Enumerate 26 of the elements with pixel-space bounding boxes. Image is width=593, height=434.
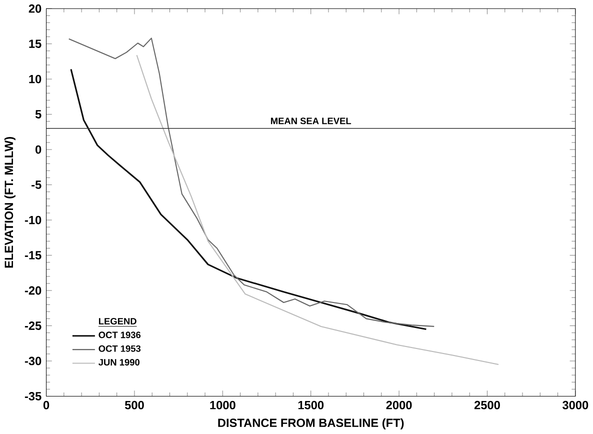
legend-label: JUN 1990 xyxy=(98,359,140,366)
y-tick-label: 20 xyxy=(28,4,42,13)
y-tick-label: 10 xyxy=(29,74,42,84)
y-tick-label: -30 xyxy=(24,356,42,366)
x-tick-label: 2000 xyxy=(386,400,412,410)
y-tick-label: 0 xyxy=(36,145,42,154)
x-tick-label: 1000 xyxy=(210,400,236,410)
y-tick-label: 5 xyxy=(35,110,42,119)
y-tick-label: -25 xyxy=(24,322,42,330)
x-tick-label: 0 xyxy=(43,400,50,410)
y-tick-label: -35 xyxy=(24,392,42,401)
x-axis-title: DISTANCE FROM BASELINE (FT) xyxy=(218,418,404,430)
legend-title: LEGEND xyxy=(98,318,136,325)
ref-line-label: MEAN SEA LEVEL xyxy=(270,118,352,124)
y-axis-title: ELEVATION (FT. MLLW) xyxy=(4,137,16,268)
y-tick-label: -5 xyxy=(32,180,42,190)
x-tick-label: 2500 xyxy=(474,400,500,410)
y-tick-label: -20 xyxy=(24,286,42,295)
legend-label: OCT 1936 xyxy=(98,332,141,338)
x-tick-label: 1500 xyxy=(298,400,324,410)
y-tick-label: 15 xyxy=(29,40,42,48)
legend-label: OCT 1953 xyxy=(98,345,141,352)
x-tick-label: 500 xyxy=(124,400,144,410)
y-tick-label: -10 xyxy=(24,216,42,224)
y-tick-label: -15 xyxy=(24,251,42,260)
x-tick-label: 3000 xyxy=(562,400,588,410)
